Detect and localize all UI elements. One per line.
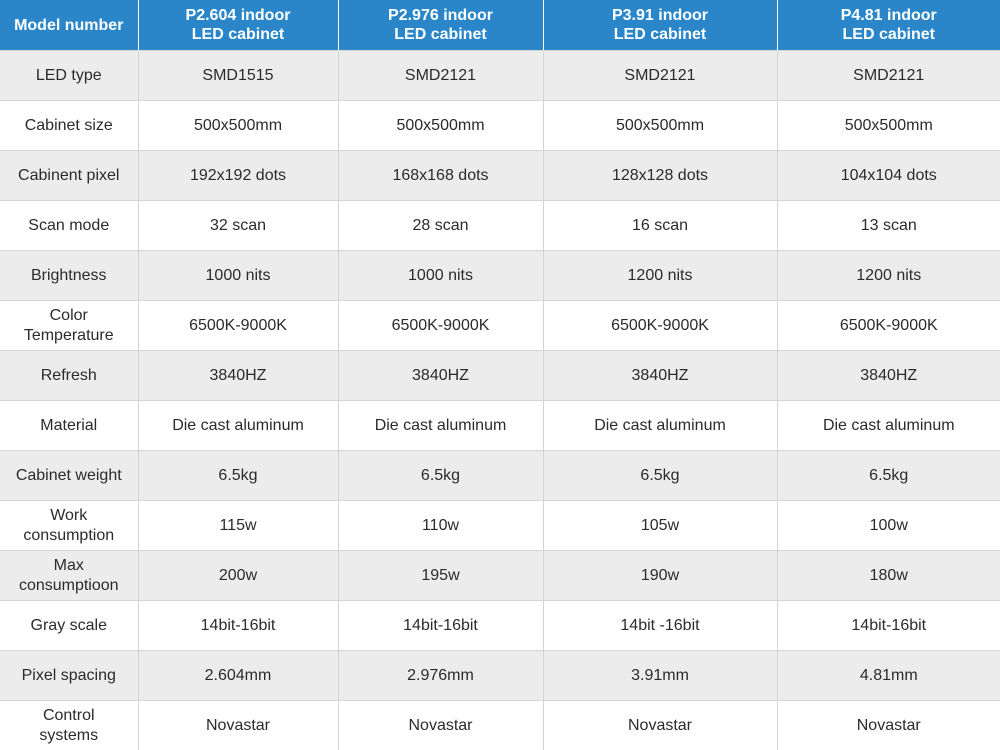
cell-p2976: Die cast aluminum xyxy=(338,400,544,451)
row-label: Brightness xyxy=(0,250,139,301)
cell-p2976: Novastar xyxy=(338,700,544,750)
row-label: Material xyxy=(0,400,139,451)
cell-p481: Novastar xyxy=(777,700,1000,750)
row-label: Pixel spacing xyxy=(0,650,139,701)
header-model-number: Model number xyxy=(0,0,139,51)
cell-p2604: Die cast aluminum xyxy=(138,400,339,451)
header-row: Model number P2.604 indoor LED cabinet P2… xyxy=(0,0,1000,51)
row-label: Refresh xyxy=(0,350,139,401)
cell-p481: 3840HZ xyxy=(777,350,1000,401)
table-row: Scan mode 32 scan 28 scan 16 scan 13 scan xyxy=(0,200,1000,251)
cell-p481: 500x500mm xyxy=(777,100,1000,151)
table-row: Refresh 3840HZ 3840HZ 3840HZ 3840HZ xyxy=(0,350,1000,401)
cell-p2604: 6500K-9000K xyxy=(138,300,339,351)
cell-p481: 6500K-9000K xyxy=(777,300,1000,351)
cell-p391: 6.5kg xyxy=(543,450,778,501)
cell-p391: 500x500mm xyxy=(543,100,778,151)
row-label: Gray scale xyxy=(0,600,139,651)
cell-p2604: 200w xyxy=(138,550,339,601)
cell-p2604: 6.5kg xyxy=(138,450,339,501)
cell-p391: 16 scan xyxy=(543,200,778,251)
row-label: Cabinet weight xyxy=(0,450,139,501)
cell-p481: 104x104 dots xyxy=(777,150,1000,201)
table-row: Cabinet weight 6.5kg 6.5kg 6.5kg 6.5kg xyxy=(0,450,1000,501)
cell-p481: 4.81mm xyxy=(777,650,1000,701)
cell-p481: 13 scan xyxy=(777,200,1000,251)
row-label: Cabinent pixel xyxy=(0,150,139,201)
row-label: Max consumptioon xyxy=(0,550,139,601)
cell-p2976: 500x500mm xyxy=(338,100,544,151)
cell-p2604: Novastar xyxy=(138,700,339,750)
cell-p2976: 1000 nits xyxy=(338,250,544,301)
table-row: Pixel spacing 2.604mm 2.976mm 3.91mm 4.81mm xyxy=(0,650,1000,701)
cell-p391: 1200 nits xyxy=(543,250,778,301)
cell-p391: 3840HZ xyxy=(543,350,778,401)
row-label: Work consumption xyxy=(0,500,139,551)
row-label: Color Temperature xyxy=(0,300,139,351)
table-row: Color Temperature 6500K-9000K 6500K-9000K 65… xyxy=(0,300,1000,351)
row-label: Cabinet size xyxy=(0,100,139,151)
cell-p2604: 32 scan xyxy=(138,200,339,251)
table-row: Control systems Novastar Novastar Novastar No… xyxy=(0,700,1000,750)
spec-table-body: LED type SMD1515 SMD2121 SMD2121 SMD2121 Cabi… xyxy=(0,50,1000,750)
header-p391: P3.91 indoor LED cabinet xyxy=(543,0,778,51)
cell-p481: 6.5kg xyxy=(777,450,1000,501)
cell-p391: 105w xyxy=(543,500,778,551)
cell-p481: 1200 nits xyxy=(777,250,1000,301)
cell-p2604: 2.604mm xyxy=(138,650,339,701)
cell-p391: Die cast aluminum xyxy=(543,400,778,451)
cell-p2604: 500x500mm xyxy=(138,100,339,151)
table-row: Cabinent pixel 192x192 dots 168x168 dots 12… xyxy=(0,150,1000,201)
cell-p481: Die cast aluminum xyxy=(777,400,1000,451)
table-row: Max consumptioon 200w 195w 190w 180w xyxy=(0,550,1000,601)
cell-p2604: 3840HZ xyxy=(138,350,339,401)
header-p2604: P2.604 indoor LED cabinet xyxy=(138,0,339,51)
cell-p2976: 168x168 dots xyxy=(338,150,544,201)
cell-p481: 180w xyxy=(777,550,1000,601)
row-label: LED type xyxy=(0,50,139,101)
cell-p2976: 6500K-9000K xyxy=(338,300,544,351)
cell-p2976: 28 scan xyxy=(338,200,544,251)
table-row: Cabinet size 500x500mm 500x500mm 500x500mm 5… xyxy=(0,100,1000,151)
cell-p2976: 110w xyxy=(338,500,544,551)
cell-p2976: 2.976mm xyxy=(338,650,544,701)
cell-p2604: 192x192 dots xyxy=(138,150,339,201)
cell-p481: 14bit-16bit xyxy=(777,600,1000,651)
cell-p2604: SMD1515 xyxy=(138,50,339,101)
table-row: Gray scale 14bit-16bit 14bit-16bit 14bit -1… xyxy=(0,600,1000,651)
header-p2976: P2.976 indoor LED cabinet xyxy=(338,0,544,51)
cell-p391: 190w xyxy=(543,550,778,601)
cell-p391: Novastar xyxy=(543,700,778,750)
cell-p391: 3.91mm xyxy=(543,650,778,701)
cell-p2976: SMD2121 xyxy=(338,50,544,101)
table-row: Brightness 1000 nits 1000 nits 1200 nits 120… xyxy=(0,250,1000,301)
cell-p2604: 115w xyxy=(138,500,339,551)
cell-p391: 6500K-9000K xyxy=(543,300,778,351)
row-label: Scan mode xyxy=(0,200,139,251)
cell-p391: 128x128 dots xyxy=(543,150,778,201)
table-row: Material Die cast aluminum Die cast alumin… xyxy=(0,400,1000,451)
row-label: Control systems xyxy=(0,700,139,750)
cell-p2976: 195w xyxy=(338,550,544,601)
cell-p481: 100w xyxy=(777,500,1000,551)
table-row: LED type SMD1515 SMD2121 SMD2121 SMD2121 xyxy=(0,50,1000,101)
cell-p481: SMD2121 xyxy=(777,50,1000,101)
cell-p391: 14bit -16bit xyxy=(543,600,778,651)
cell-p2976: 6.5kg xyxy=(338,450,544,501)
cell-p2976: 3840HZ xyxy=(338,350,544,401)
table-row: Work consumption 115w 110w 105w 100w xyxy=(0,500,1000,551)
cell-p391: SMD2121 xyxy=(543,50,778,101)
header-p481: P4.81 indoor LED cabinet xyxy=(777,0,1000,51)
cell-p2976: 14bit-16bit xyxy=(338,600,544,651)
cell-p2604: 14bit-16bit xyxy=(138,600,339,651)
cell-p2604: 1000 nits xyxy=(138,250,339,301)
